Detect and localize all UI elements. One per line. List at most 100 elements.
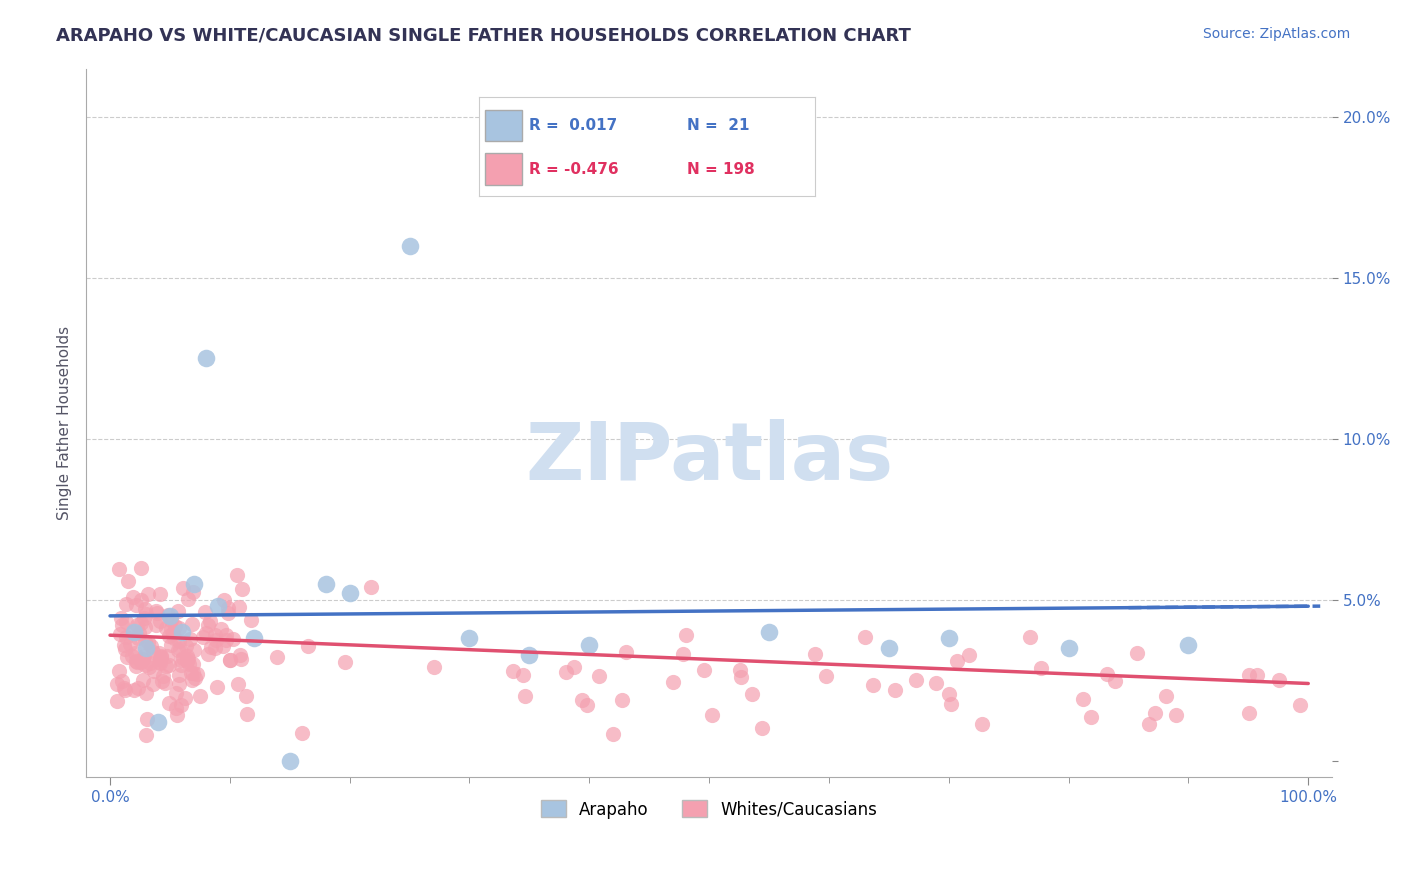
Point [159,608,181,623]
Point [110,627,132,641]
Point [877,641,900,656]
Point [335,655,357,669]
Point [458,632,481,646]
Point [226,677,249,691]
Point [957,648,980,662]
Point [174,639,197,653]
Point [176,649,198,664]
Point [181,584,204,599]
Point [197,617,219,632]
Point [675,628,697,642]
Point [170,698,193,713]
Point [278,754,301,768]
Point [1019,630,1042,644]
Point [1071,692,1094,706]
Point [170,653,193,667]
Point [184,671,207,685]
Point [177,657,200,672]
Point [124,682,146,697]
Point [1164,708,1187,723]
Point [160,622,183,636]
Point [938,687,960,701]
Point [235,706,257,721]
Point [179,632,201,646]
Point [315,576,337,591]
Point [145,604,167,618]
Point [512,668,534,682]
Point [235,689,257,703]
Point [105,677,128,691]
Point [204,628,226,642]
Point [180,616,202,631]
Point [134,602,156,616]
Point [204,633,226,648]
Point [1143,706,1166,721]
Point [166,643,188,657]
Point [575,698,598,713]
Point [129,616,152,631]
Point [131,673,153,687]
Point [228,648,250,662]
Point [112,681,135,696]
Point [145,618,167,632]
Point [110,611,132,625]
Point [207,599,229,614]
Point [217,606,239,620]
Point [194,605,217,619]
Point [228,600,250,615]
Point [662,674,685,689]
Point [142,676,165,690]
Point [108,664,131,678]
Point [741,687,763,701]
Point [125,655,148,669]
Point [125,598,148,612]
Point [502,665,524,679]
Point [115,630,138,644]
Y-axis label: Single Father Households: Single Father Households [58,326,72,520]
Point [181,673,204,687]
Point [1237,668,1260,682]
Point [515,689,537,703]
Point [172,651,194,665]
Point [946,654,969,668]
Point [1029,661,1052,675]
Point [153,676,176,690]
Point [149,615,172,629]
Point [166,604,188,618]
Point [194,625,217,640]
Point [125,658,148,673]
Point [339,586,361,600]
Point [183,643,205,657]
Point [240,613,263,627]
Point [165,618,187,632]
Point [231,582,253,596]
Point [815,669,838,683]
Point [135,686,157,700]
Point [571,693,593,707]
Point [127,656,149,670]
Point [112,638,135,652]
Point [114,682,136,697]
Point [129,560,152,574]
Point [562,660,585,674]
Point [165,686,187,700]
Point [194,351,217,366]
Point [118,637,141,651]
Point [162,625,184,640]
Point [136,635,159,649]
Point [884,682,907,697]
Point [197,647,219,661]
Point [198,615,221,629]
Point [134,607,156,622]
Point [554,665,576,680]
Point [925,675,948,690]
Point [125,618,148,632]
Point [212,640,235,654]
Point [134,620,156,634]
Text: Source: ZipAtlas.com: Source: ZipAtlas.com [1202,27,1350,41]
Point [578,638,600,652]
Point [138,659,160,673]
Point [1177,638,1199,652]
Point [165,701,187,715]
Point [222,632,245,646]
